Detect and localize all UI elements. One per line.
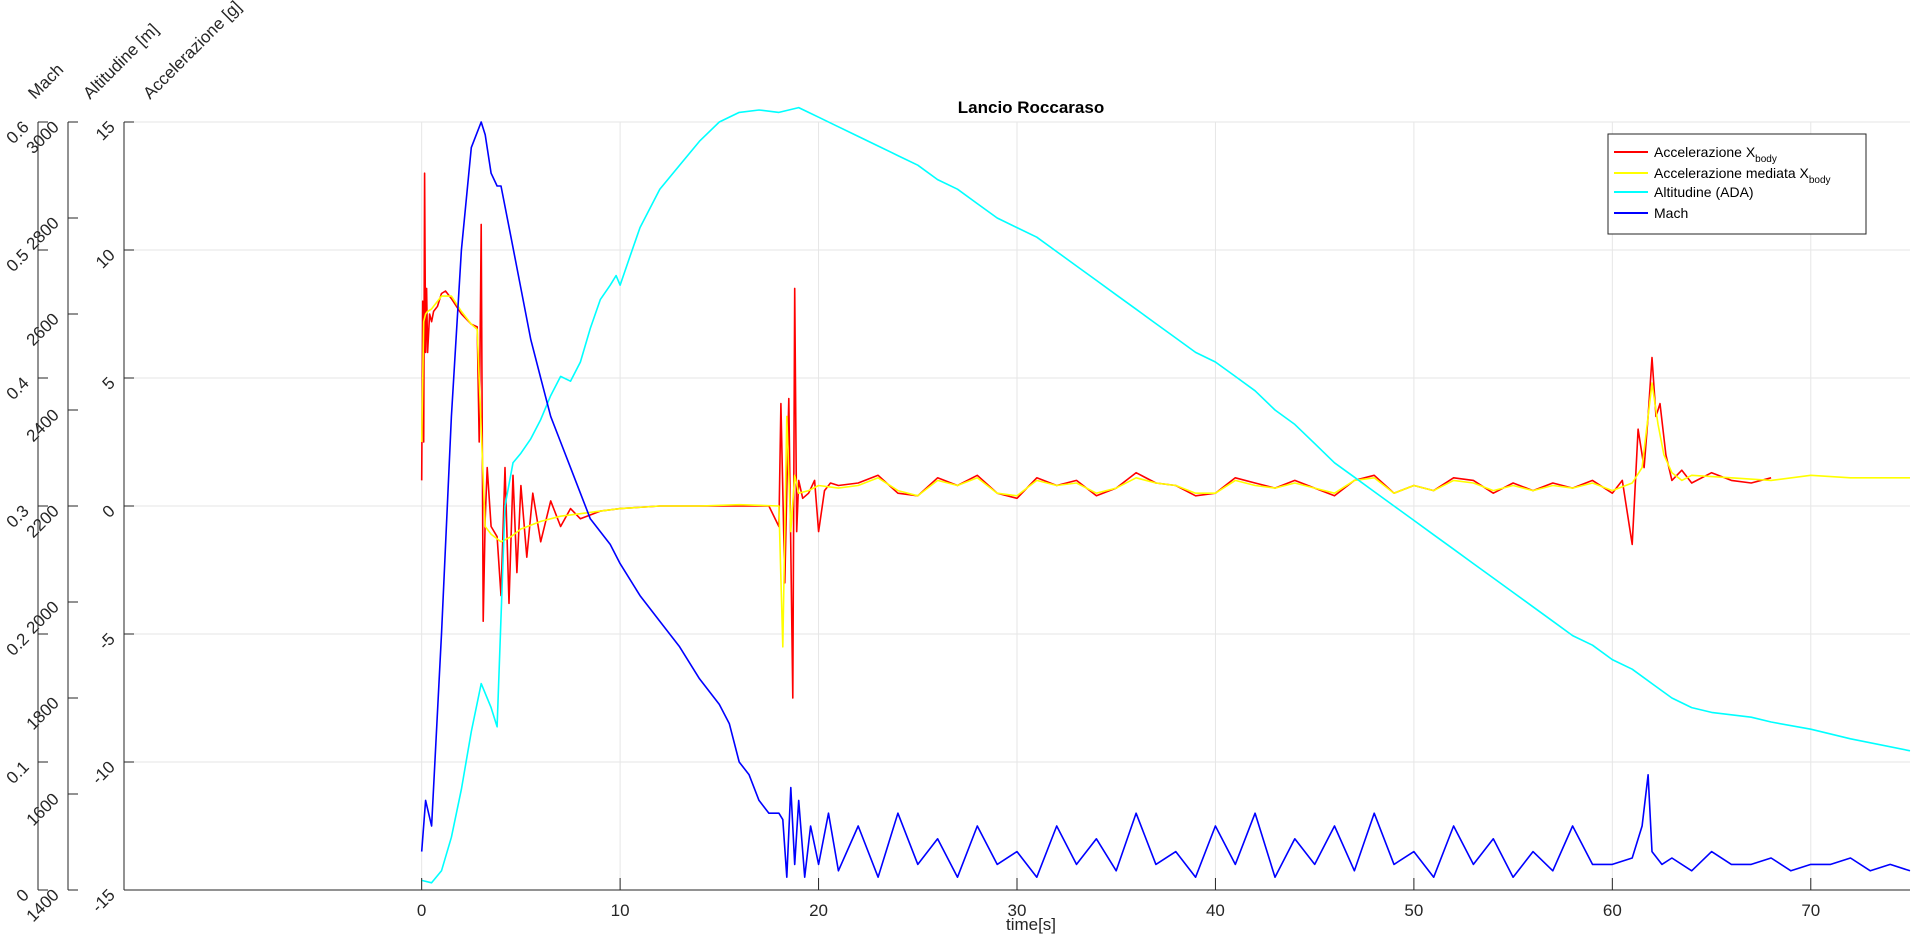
legend-entry: Accelerazione Xbody — [1654, 144, 1777, 165]
x-tick-label: 60 — [1603, 901, 1622, 920]
series-line-mach — [420, 121, 1911, 879]
x-tick-label: 30 — [1008, 901, 1027, 920]
x-tick-label: 70 — [1801, 901, 1820, 920]
x-axis-label: time[s] — [1006, 915, 1056, 934]
series-group — [420, 106, 1911, 884]
x-tick-label: 50 — [1404, 901, 1423, 920]
x-tick-label: 20 — [809, 901, 828, 920]
x-tick-label: 0 — [417, 901, 426, 920]
x-tick-label: 40 — [1206, 901, 1225, 920]
legend-entry: Mach — [1654, 205, 1688, 221]
chart-title: Lancio Roccaraso — [958, 98, 1104, 117]
series-line-accelerazione-mediata-x — [420, 295, 1910, 648]
legend-entry: Accelerazione mediata Xbody — [1654, 165, 1831, 186]
series-line-accelerazione-x — [420, 172, 1772, 699]
series-line-altitudine-ada — [421, 106, 1911, 884]
legend-entry: Altitudine (ADA) — [1654, 184, 1754, 200]
legend-box — [1607, 133, 1867, 235]
x-tick-label: 10 — [611, 901, 630, 920]
